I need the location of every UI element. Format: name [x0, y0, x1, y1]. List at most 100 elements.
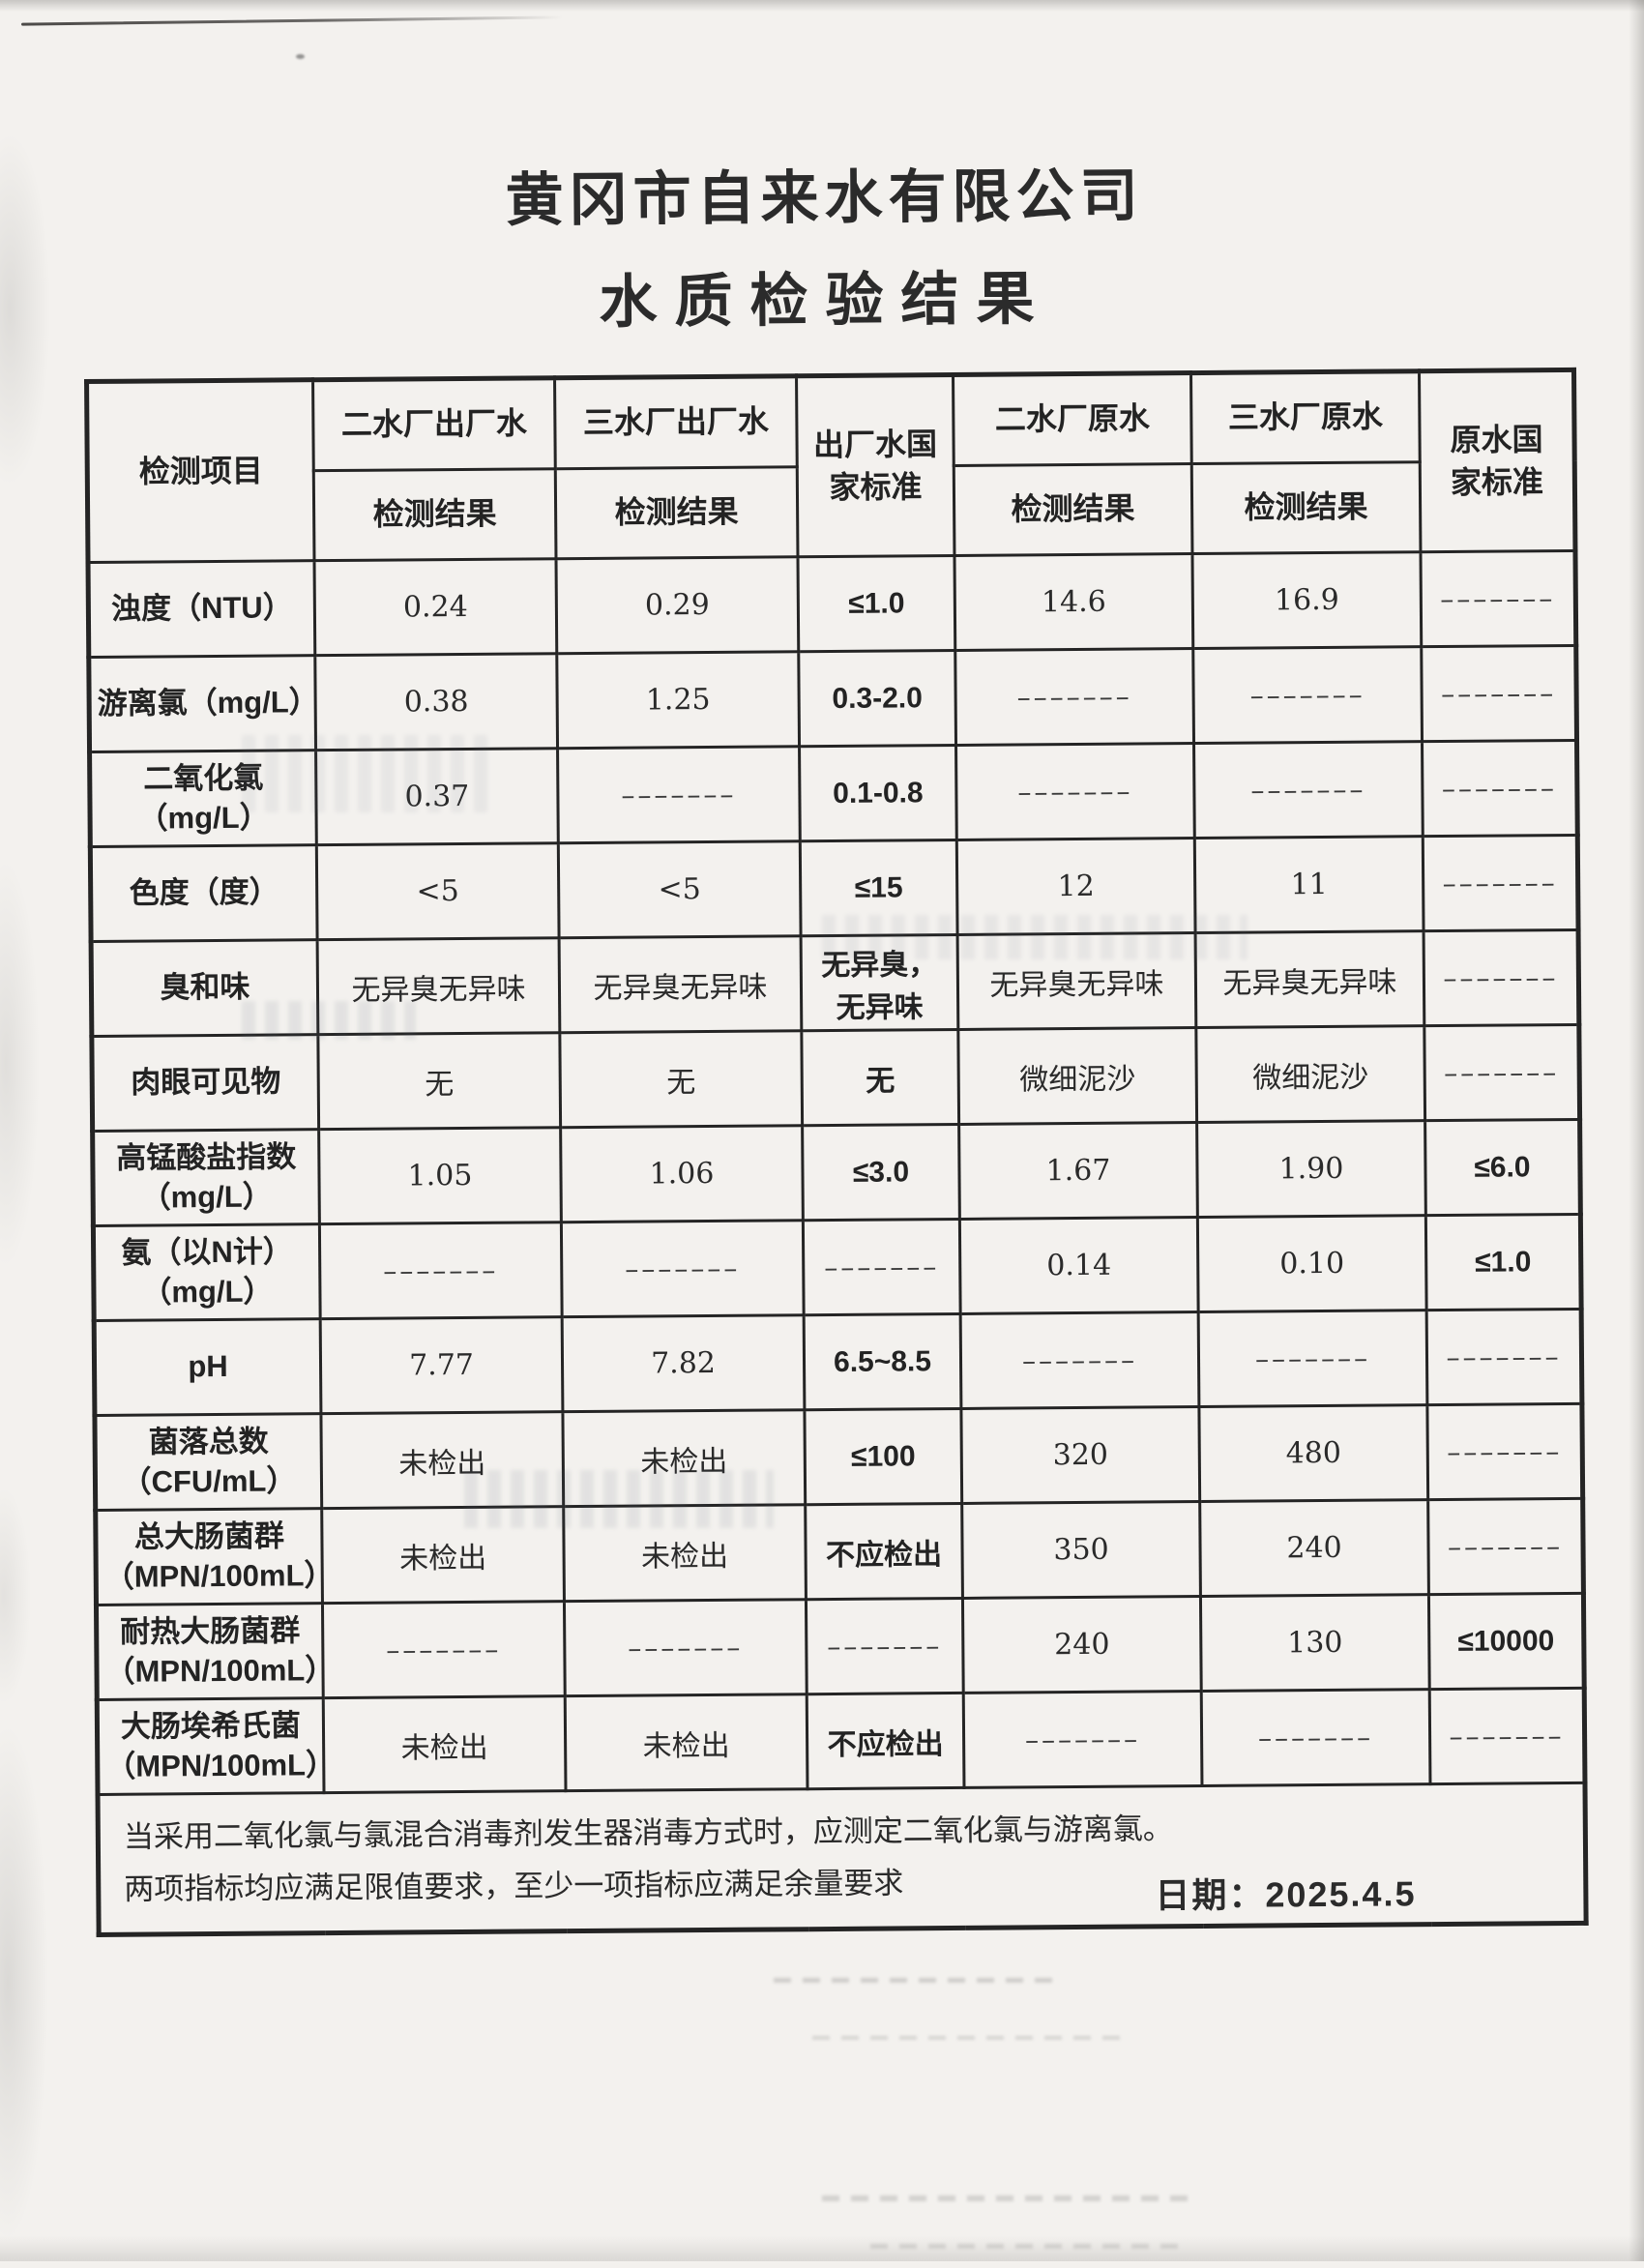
value-cell: 7.82	[562, 1314, 805, 1412]
parameter-name: 浊度（NTU）	[88, 560, 315, 658]
value-cell: ≤3.0	[802, 1124, 960, 1221]
value-cell: ≤1.0	[797, 555, 955, 652]
header-result-label: 检测结果	[954, 463, 1192, 556]
empty-value-cell: –––––––	[1424, 929, 1579, 1026]
empty-value-cell: –––––––	[1198, 1310, 1427, 1407]
value-cell: <5	[316, 842, 560, 940]
header-plant2-raw: 二水厂原水	[953, 372, 1192, 466]
empty-value-cell: –––––––	[1192, 646, 1423, 744]
value-cell: 微细泥沙	[957, 1027, 1197, 1125]
parameter-name: 耐热大肠菌群 （MPN/100mL）	[96, 1603, 324, 1700]
empty-value-cell: –––––––	[954, 648, 1194, 746]
parameter-name: 总大肠菌群 （MPN/100mL）	[95, 1508, 323, 1605]
empty-value-cell: –––––––	[1424, 1024, 1580, 1121]
value-cell: ≤10000	[1428, 1593, 1585, 1690]
scan-artifact	[822, 915, 1248, 959]
empty-value-cell: –––––––	[806, 1598, 964, 1694]
value-cell: 7.77	[320, 1316, 563, 1414]
scan-artifact	[296, 54, 305, 59]
parameter-name: 菌落总数 （CFU/mL）	[94, 1413, 322, 1511]
scan-artifact	[822, 2195, 1189, 2201]
value-cell: 240	[962, 1596, 1202, 1694]
scan-artifact	[1629, 0, 1644, 2261]
parameter-name: 大肠埃希氏菌 （MPN/100mL）	[97, 1697, 325, 1795]
value-cell: 480	[1198, 1404, 1428, 1502]
scan-artifact	[464, 1470, 774, 1528]
parameter-name: 氨（以N计） （mg/L）	[93, 1223, 321, 1321]
value-cell: 0.1-0.8	[799, 745, 957, 841]
empty-value-cell: –––––––	[319, 1222, 563, 1319]
empty-value-cell: –––––––	[1422, 740, 1578, 837]
value-cell: 320	[960, 1406, 1200, 1504]
company-title: 黄冈市自来水有限公司	[505, 162, 1144, 233]
value-cell: 1.67	[958, 1122, 1198, 1220]
empty-value-cell: –––––––	[557, 746, 801, 843]
table-row: 大肠埃希氏菌 （MPN/100mL） 未检出 未检出 不应检出 ––––––– –––––…	[97, 1688, 1585, 1795]
value-cell: 不应检出	[805, 1503, 963, 1600]
scan-artifact	[242, 735, 493, 812]
empty-value-cell: –––––––	[960, 1311, 1199, 1409]
scan-artifact	[812, 2036, 1131, 2040]
header-result-label: 检测结果	[313, 468, 556, 561]
value-cell: 6.5~8.5	[804, 1313, 961, 1410]
empty-value-cell: –––––––	[1201, 1689, 1430, 1786]
scan-artifact	[0, 0, 68, 2261]
table-row: pH 7.77 7.82 6.5~8.5 ––––––– ––––––– –––––––	[94, 1309, 1582, 1416]
table-header: 检测项目 二水厂出厂水 三水厂出厂水 出厂水国 家标准 二水厂原水 三水厂原水 …	[86, 369, 1575, 563]
value-cell: ≤100	[804, 1408, 962, 1505]
scan-artifact	[870, 2244, 1189, 2249]
scan-artifact	[0, 2236, 1644, 2261]
parameter-name: 肉眼可见物	[91, 1034, 319, 1132]
header-result-label: 检测结果	[555, 466, 798, 559]
parameter-name: 色度（度）	[90, 844, 318, 942]
report-date: 日期：2025.4.5	[1155, 1873, 1417, 1916]
empty-value-cell: –––––––	[1193, 741, 1424, 839]
value-cell: ≤1.0	[1425, 1214, 1582, 1311]
empty-value-cell: –––––––	[1426, 1309, 1582, 1405]
empty-value-cell: –––––––	[963, 1691, 1202, 1788]
parameter-name: pH	[94, 1318, 321, 1416]
scan-artifact	[774, 1978, 1064, 1983]
header-group-row: 检测项目 二水厂出厂水 三水厂出厂水 出厂水国 家标准 二水厂原水 三水厂原水 …	[86, 369, 1575, 563]
value-cell: 130	[1200, 1594, 1430, 1692]
value-cell: 0.24	[314, 558, 557, 656]
parameter-name: 高锰酸盐指数 （mg/L）	[92, 1129, 320, 1226]
empty-value-cell: –––––––	[1420, 550, 1576, 647]
value-cell: ≤6.0	[1424, 1119, 1581, 1216]
table-row: 耐热大肠菌群 （MPN/100mL） ––––––– ––––––– ––––––– 2…	[96, 1593, 1585, 1700]
table-row: 肉眼可见物无无无微细泥沙 微细泥沙 –––––––	[91, 1024, 1580, 1132]
empty-value-cell: –––––––	[564, 1599, 807, 1696]
empty-value-cell: –––––––	[1427, 1498, 1584, 1595]
value-cell: 不应检出	[807, 1693, 964, 1789]
value-cell: 1.25	[556, 651, 800, 749]
empty-value-cell: –––––––	[1423, 835, 1579, 931]
table-row: 菌落总数 （CFU/mL） 未检出 未检出 ≤100 320 480 –––––––	[94, 1403, 1583, 1511]
empty-value-cell: –––––––	[1426, 1403, 1583, 1500]
empty-value-cell: –––––––	[803, 1219, 961, 1315]
value-cell: 1.05	[318, 1127, 562, 1224]
value-cell: 0.3-2.0	[798, 650, 956, 747]
value-cell: 1.06	[560, 1125, 804, 1222]
report-title: 水质检验结果	[599, 266, 1052, 335]
value-cell: 350	[961, 1501, 1201, 1599]
header-plant3-outflow: 三水厂出厂水	[554, 375, 798, 469]
value-cell: 无	[801, 1029, 959, 1126]
value-cell: 1.90	[1196, 1120, 1426, 1218]
scan-artifact	[0, 0, 1644, 12]
empty-value-cell: –––––––	[1429, 1688, 1585, 1784]
value-cell: 无异臭无异味	[559, 935, 802, 1033]
empty-value-cell: –––––––	[955, 743, 1195, 840]
value-cell: 0.29	[555, 556, 799, 654]
value-cell: <5	[558, 840, 802, 938]
value-cell: 微细泥沙	[1195, 1025, 1425, 1123]
value-cell: 240	[1199, 1499, 1429, 1597]
header-raw-standard: 原水国 家标准	[1419, 369, 1575, 552]
header-plant2-outflow: 二水厂出厂水	[312, 377, 556, 471]
value-cell: 无	[559, 1030, 803, 1128]
scan-artifact	[242, 1001, 416, 1040]
empty-value-cell: –––––––	[1421, 645, 1577, 742]
table-row: 高锰酸盐指数 （mg/L） 1.05 1.06 ≤3.0 1.67 1.90 ≤6.0	[92, 1119, 1581, 1226]
header-outflow-standard: 出厂水国 家标准	[796, 374, 954, 557]
header-result-label: 检测结果	[1191, 461, 1421, 554]
